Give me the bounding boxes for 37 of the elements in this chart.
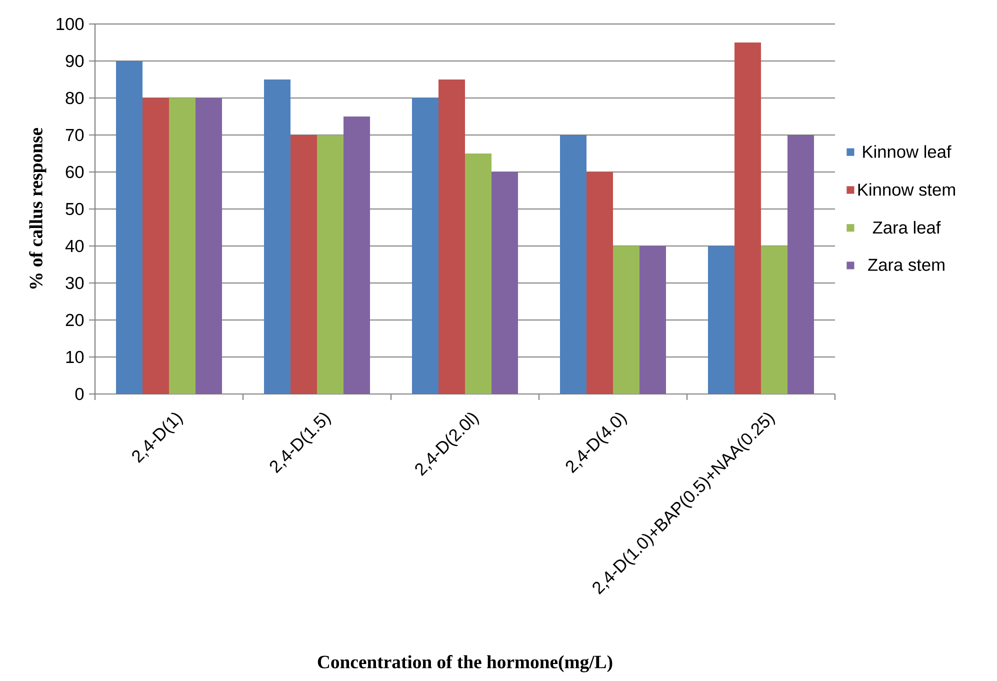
- bar: [708, 246, 734, 394]
- y-tick-label: 100: [56, 18, 84, 30]
- bar: [464, 153, 492, 394]
- bar: [734, 42, 761, 394]
- bar: [196, 98, 222, 394]
- legend-label: Kinnow stem: [858, 183, 955, 196]
- y-tick-label: 50: [66, 202, 84, 216]
- bar: [612, 246, 640, 394]
- y-tick-label: 30: [66, 276, 84, 290]
- y-tick-label: 0: [75, 388, 84, 400]
- bar: [639, 246, 666, 394]
- bar: [344, 116, 370, 394]
- bar: [116, 60, 143, 394]
- legend-label: Zara stem: [868, 258, 944, 271]
- y-tick-label: 70: [66, 128, 84, 142]
- bar: [317, 134, 344, 394]
- bar: [438, 79, 465, 394]
- bar: [290, 134, 318, 394]
- legend-label: Kinnow leaf: [863, 145, 952, 158]
- bar: [412, 98, 438, 394]
- y-tick-label: 10: [66, 350, 84, 364]
- y-tick-label: 20: [66, 314, 84, 326]
- legend-label: Zara leaf: [872, 220, 941, 234]
- bar: [560, 134, 586, 394]
- bar: [169, 98, 196, 394]
- bar: [586, 172, 613, 394]
- y-tick-label: 60: [66, 166, 84, 178]
- bar: [760, 246, 788, 394]
- y-tick-label: 40: [65, 240, 84, 252]
- y-axis-title: % of callus response: [29, 128, 46, 289]
- bar: [492, 172, 518, 394]
- x-axis-title: Concentration of the hormone(mg/L): [318, 655, 612, 672]
- bar: [142, 98, 170, 394]
- bar: [264, 79, 291, 394]
- y-tick-label: 90: [66, 54, 84, 68]
- bar: [787, 134, 814, 394]
- y-tick-label: 80: [66, 92, 84, 104]
